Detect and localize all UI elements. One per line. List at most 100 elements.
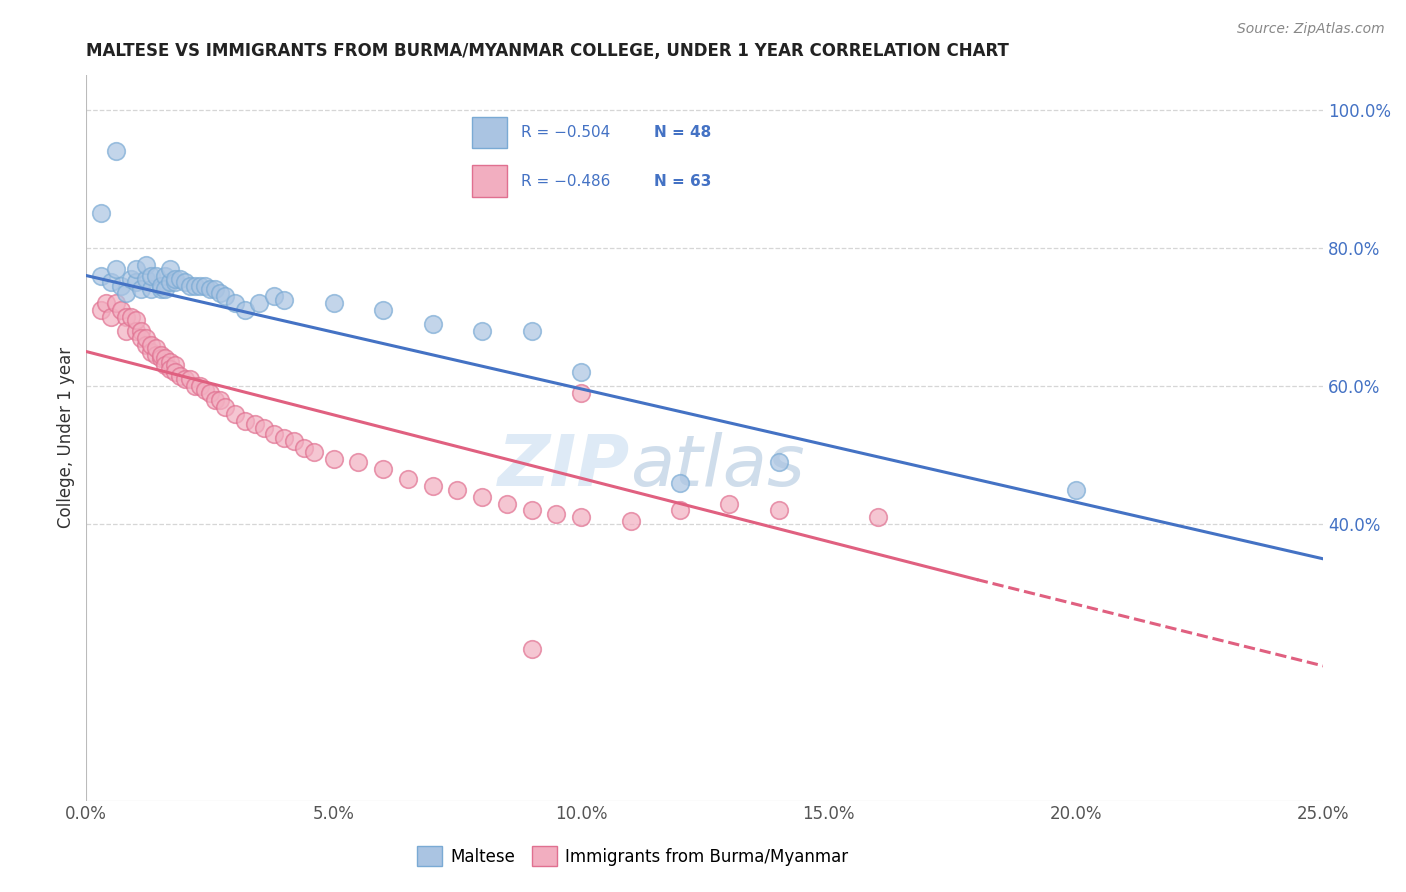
Point <box>569 510 592 524</box>
Point <box>179 279 201 293</box>
Point <box>169 272 191 286</box>
Point <box>139 268 162 283</box>
Point <box>184 279 207 293</box>
Point <box>204 282 226 296</box>
Text: atlas: atlas <box>630 433 806 501</box>
Point <box>129 324 152 338</box>
Point <box>371 303 394 318</box>
Point <box>155 351 177 366</box>
Point <box>233 414 256 428</box>
Point <box>165 359 187 373</box>
Point <box>125 313 148 327</box>
Text: Source: ZipAtlas.com: Source: ZipAtlas.com <box>1237 22 1385 37</box>
Point <box>100 276 122 290</box>
Point <box>569 386 592 401</box>
Point <box>104 296 127 310</box>
Point <box>292 442 315 456</box>
Point <box>159 361 181 376</box>
Point <box>347 455 370 469</box>
Point <box>159 355 181 369</box>
Point <box>198 386 221 401</box>
Point <box>283 434 305 449</box>
Point <box>94 296 117 310</box>
Point <box>129 331 152 345</box>
Point <box>188 379 211 393</box>
Point <box>471 490 494 504</box>
Text: ZIP: ZIP <box>498 433 630 501</box>
Point <box>145 341 167 355</box>
Point <box>149 351 172 366</box>
Point <box>135 272 157 286</box>
Point <box>371 462 394 476</box>
Point <box>188 279 211 293</box>
Point <box>165 276 187 290</box>
Point <box>233 303 256 318</box>
Point <box>768 455 790 469</box>
Point <box>165 365 187 379</box>
Point <box>135 337 157 351</box>
Point <box>322 451 344 466</box>
Point <box>263 289 285 303</box>
Point <box>135 258 157 272</box>
Point <box>198 282 221 296</box>
Point <box>184 379 207 393</box>
Point <box>125 261 148 276</box>
Point <box>90 206 112 220</box>
Point <box>768 503 790 517</box>
Point <box>155 359 177 373</box>
Point <box>145 268 167 283</box>
Point <box>174 276 197 290</box>
Point <box>115 324 138 338</box>
Point <box>520 324 543 338</box>
Point <box>155 282 177 296</box>
Point <box>224 407 246 421</box>
Point <box>90 303 112 318</box>
Point <box>139 337 162 351</box>
Point <box>149 282 172 296</box>
Point <box>214 289 236 303</box>
Point <box>243 417 266 431</box>
Text: MALTESE VS IMMIGRANTS FROM BURMA/MYANMAR COLLEGE, UNDER 1 YEAR CORRELATION CHART: MALTESE VS IMMIGRANTS FROM BURMA/MYANMAR… <box>86 42 1010 60</box>
Point <box>273 293 295 307</box>
Point <box>159 276 181 290</box>
Point <box>115 310 138 324</box>
Point <box>208 285 231 300</box>
Point <box>100 310 122 324</box>
Point <box>1064 483 1087 497</box>
Point <box>104 261 127 276</box>
Point <box>194 383 217 397</box>
Point <box>224 296 246 310</box>
Point <box>120 310 142 324</box>
Point <box>396 472 419 486</box>
Point <box>302 444 325 458</box>
Point <box>135 331 157 345</box>
Point <box>169 368 191 383</box>
Point <box>115 285 138 300</box>
Point <box>139 344 162 359</box>
Point <box>520 641 543 656</box>
Point <box>139 282 162 296</box>
Point <box>149 348 172 362</box>
Point <box>165 272 187 286</box>
Point <box>159 261 181 276</box>
Point <box>110 303 132 318</box>
Legend: Maltese, Immigrants from Burma/Myanmar: Maltese, Immigrants from Burma/Myanmar <box>409 838 856 875</box>
Point <box>179 372 201 386</box>
Point <box>263 427 285 442</box>
Point <box>273 431 295 445</box>
Point <box>120 272 142 286</box>
Point <box>520 503 543 517</box>
Point <box>495 497 517 511</box>
Point <box>446 483 468 497</box>
Y-axis label: College, Under 1 year: College, Under 1 year <box>58 347 75 528</box>
Point <box>866 510 889 524</box>
Point <box>718 497 741 511</box>
Point <box>471 324 494 338</box>
Point <box>546 507 568 521</box>
Point <box>110 279 132 293</box>
Point <box>422 317 444 331</box>
Point <box>145 348 167 362</box>
Point <box>208 392 231 407</box>
Point <box>214 400 236 414</box>
Point <box>322 296 344 310</box>
